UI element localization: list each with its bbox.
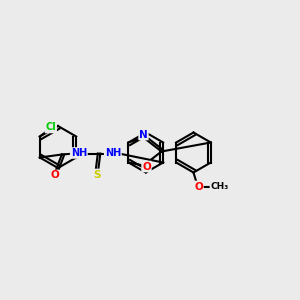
Text: S: S — [93, 169, 100, 179]
Text: Cl: Cl — [45, 122, 56, 133]
Text: NH: NH — [71, 148, 87, 158]
Text: O: O — [50, 170, 59, 181]
Text: O: O — [194, 182, 203, 191]
Text: O: O — [142, 161, 151, 172]
Text: NH: NH — [105, 148, 121, 158]
Text: CH₃: CH₃ — [210, 182, 229, 191]
Text: N: N — [139, 130, 148, 140]
